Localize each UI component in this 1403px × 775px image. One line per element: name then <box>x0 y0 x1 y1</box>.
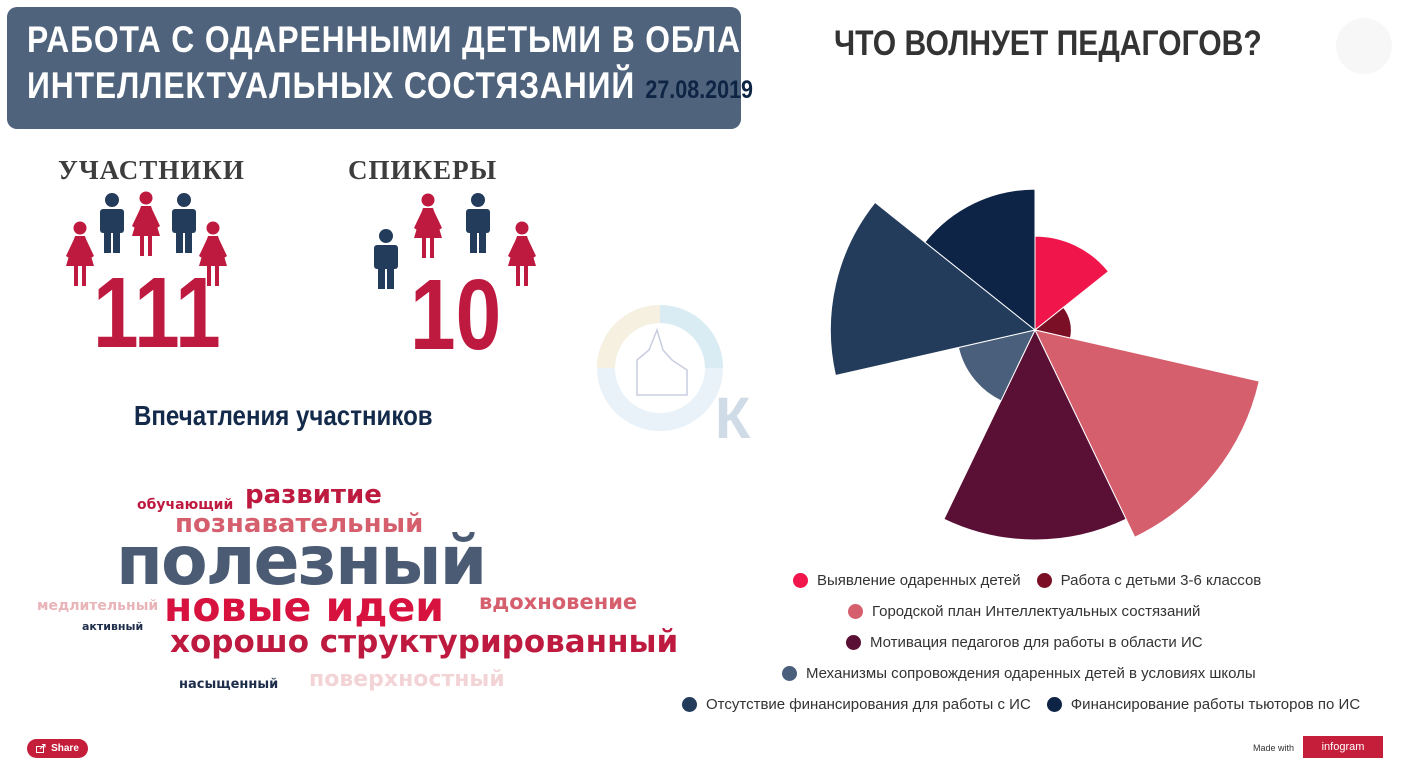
svg-text:К: К <box>715 386 751 445</box>
participants-count: 111 <box>93 257 221 369</box>
chart-slice-6[interactable] <box>829 201 1037 377</box>
legend-item[interactable]: Финансирование работы тьюторов по ИС <box>1046 696 1360 713</box>
legend-item[interactable]: Городской план Интеллектуальных состязан… <box>848 603 1200 620</box>
speakers-count: 10 <box>410 259 502 371</box>
legend-item[interactable]: Отсутствие финансирования для работы с И… <box>682 696 1031 713</box>
polar-area-chart <box>829 188 1260 541</box>
event-date: 27.08.2019 <box>645 76 754 104</box>
legend-swatch <box>846 635 861 650</box>
legend-swatch <box>793 573 808 588</box>
legend-swatch <box>1036 573 1052 588</box>
participants-people-icon <box>66 191 227 286</box>
chart-title: ЧТО ВОЛНУЕТ ПЕДАГОГОВ? <box>834 24 1262 63</box>
participants-label: УЧАСТНИКИ <box>58 155 245 185</box>
chart-slice-5[interactable] <box>957 329 1036 402</box>
legend-item[interactable]: Выявление одаренных детей <box>793 572 1021 589</box>
legend-row-5: Отсутствие финансирования для работы с И… <box>674 696 1368 713</box>
word-cloud-item: активный <box>82 620 144 633</box>
chart-slice-1[interactable] <box>1034 235 1110 332</box>
title-line-1: РАБОТА С ОДАРЕННЫМИ ДЕТЬМИ В ОБЛАСТИ <box>27 19 808 60</box>
corner-decoration <box>1336 18 1392 74</box>
word-cloud-item: обучающий <box>137 497 234 513</box>
share-button[interactable]: Share <box>27 739 88 758</box>
word-cloud-item: насыщенный <box>179 677 279 692</box>
word-cloud-item: познавательный <box>175 509 424 539</box>
word-cloud-item: развитие <box>245 480 382 510</box>
word-cloud-item: полезный <box>116 522 487 601</box>
word-cloud-item: новые идеи <box>164 583 444 631</box>
chart-slice-7[interactable] <box>924 188 1036 332</box>
title-banner: РАБОТА С ОДАРЕННЫМИ ДЕТЬМИ В ОБЛАСТИ ИНТ… <box>7 7 806 129</box>
word-cloud-item: вдохновение <box>479 590 638 614</box>
title-line-2: ИНТЕЛЛЕКТУАЛЬНЫХ СОСТЯЗАНИЙ 27.08.2019 <box>27 65 754 106</box>
made-with-label: Made with <box>1253 743 1295 753</box>
legend-item[interactable]: Работа с детьми 3-6 классов <box>1036 572 1261 589</box>
speakers-label: СПИКЕРЫ <box>348 155 498 185</box>
legend-swatch <box>682 697 697 712</box>
infogram-logo[interactable]: infogram <box>1303 736 1383 758</box>
impressions-title: Впечатления участников <box>134 400 433 431</box>
legend-item[interactable]: Мотивация педагогов для работы в области… <box>846 634 1203 651</box>
legend-row-4: Механизмы сопровождения одаренных детей … <box>774 665 1264 682</box>
legend-swatch <box>848 604 863 619</box>
word-cloud-item: медлительный <box>37 598 159 614</box>
speakers-people-icon <box>374 193 536 289</box>
share-icon <box>36 744 46 753</box>
word-cloud-item: хорошо структурированный <box>170 624 679 660</box>
legend-swatch <box>782 666 797 681</box>
chart-slice-4[interactable] <box>943 328 1127 541</box>
watermark-logo: К <box>597 305 751 445</box>
legend-row-3: Мотивация педагогов для работы в области… <box>838 634 1211 651</box>
legend-row-1: Выявление одаренных детей Работа с детьм… <box>785 572 1269 589</box>
legend-item[interactable]: Механизмы сопровождения одаренных детей … <box>782 665 1256 682</box>
chart-slice-3[interactable] <box>1034 329 1260 538</box>
word-cloud-item: поверхностный <box>309 667 505 692</box>
legend-row-2: Городской план Интеллектуальных состязан… <box>840 603 1208 620</box>
legend-swatch <box>1046 697 1062 712</box>
